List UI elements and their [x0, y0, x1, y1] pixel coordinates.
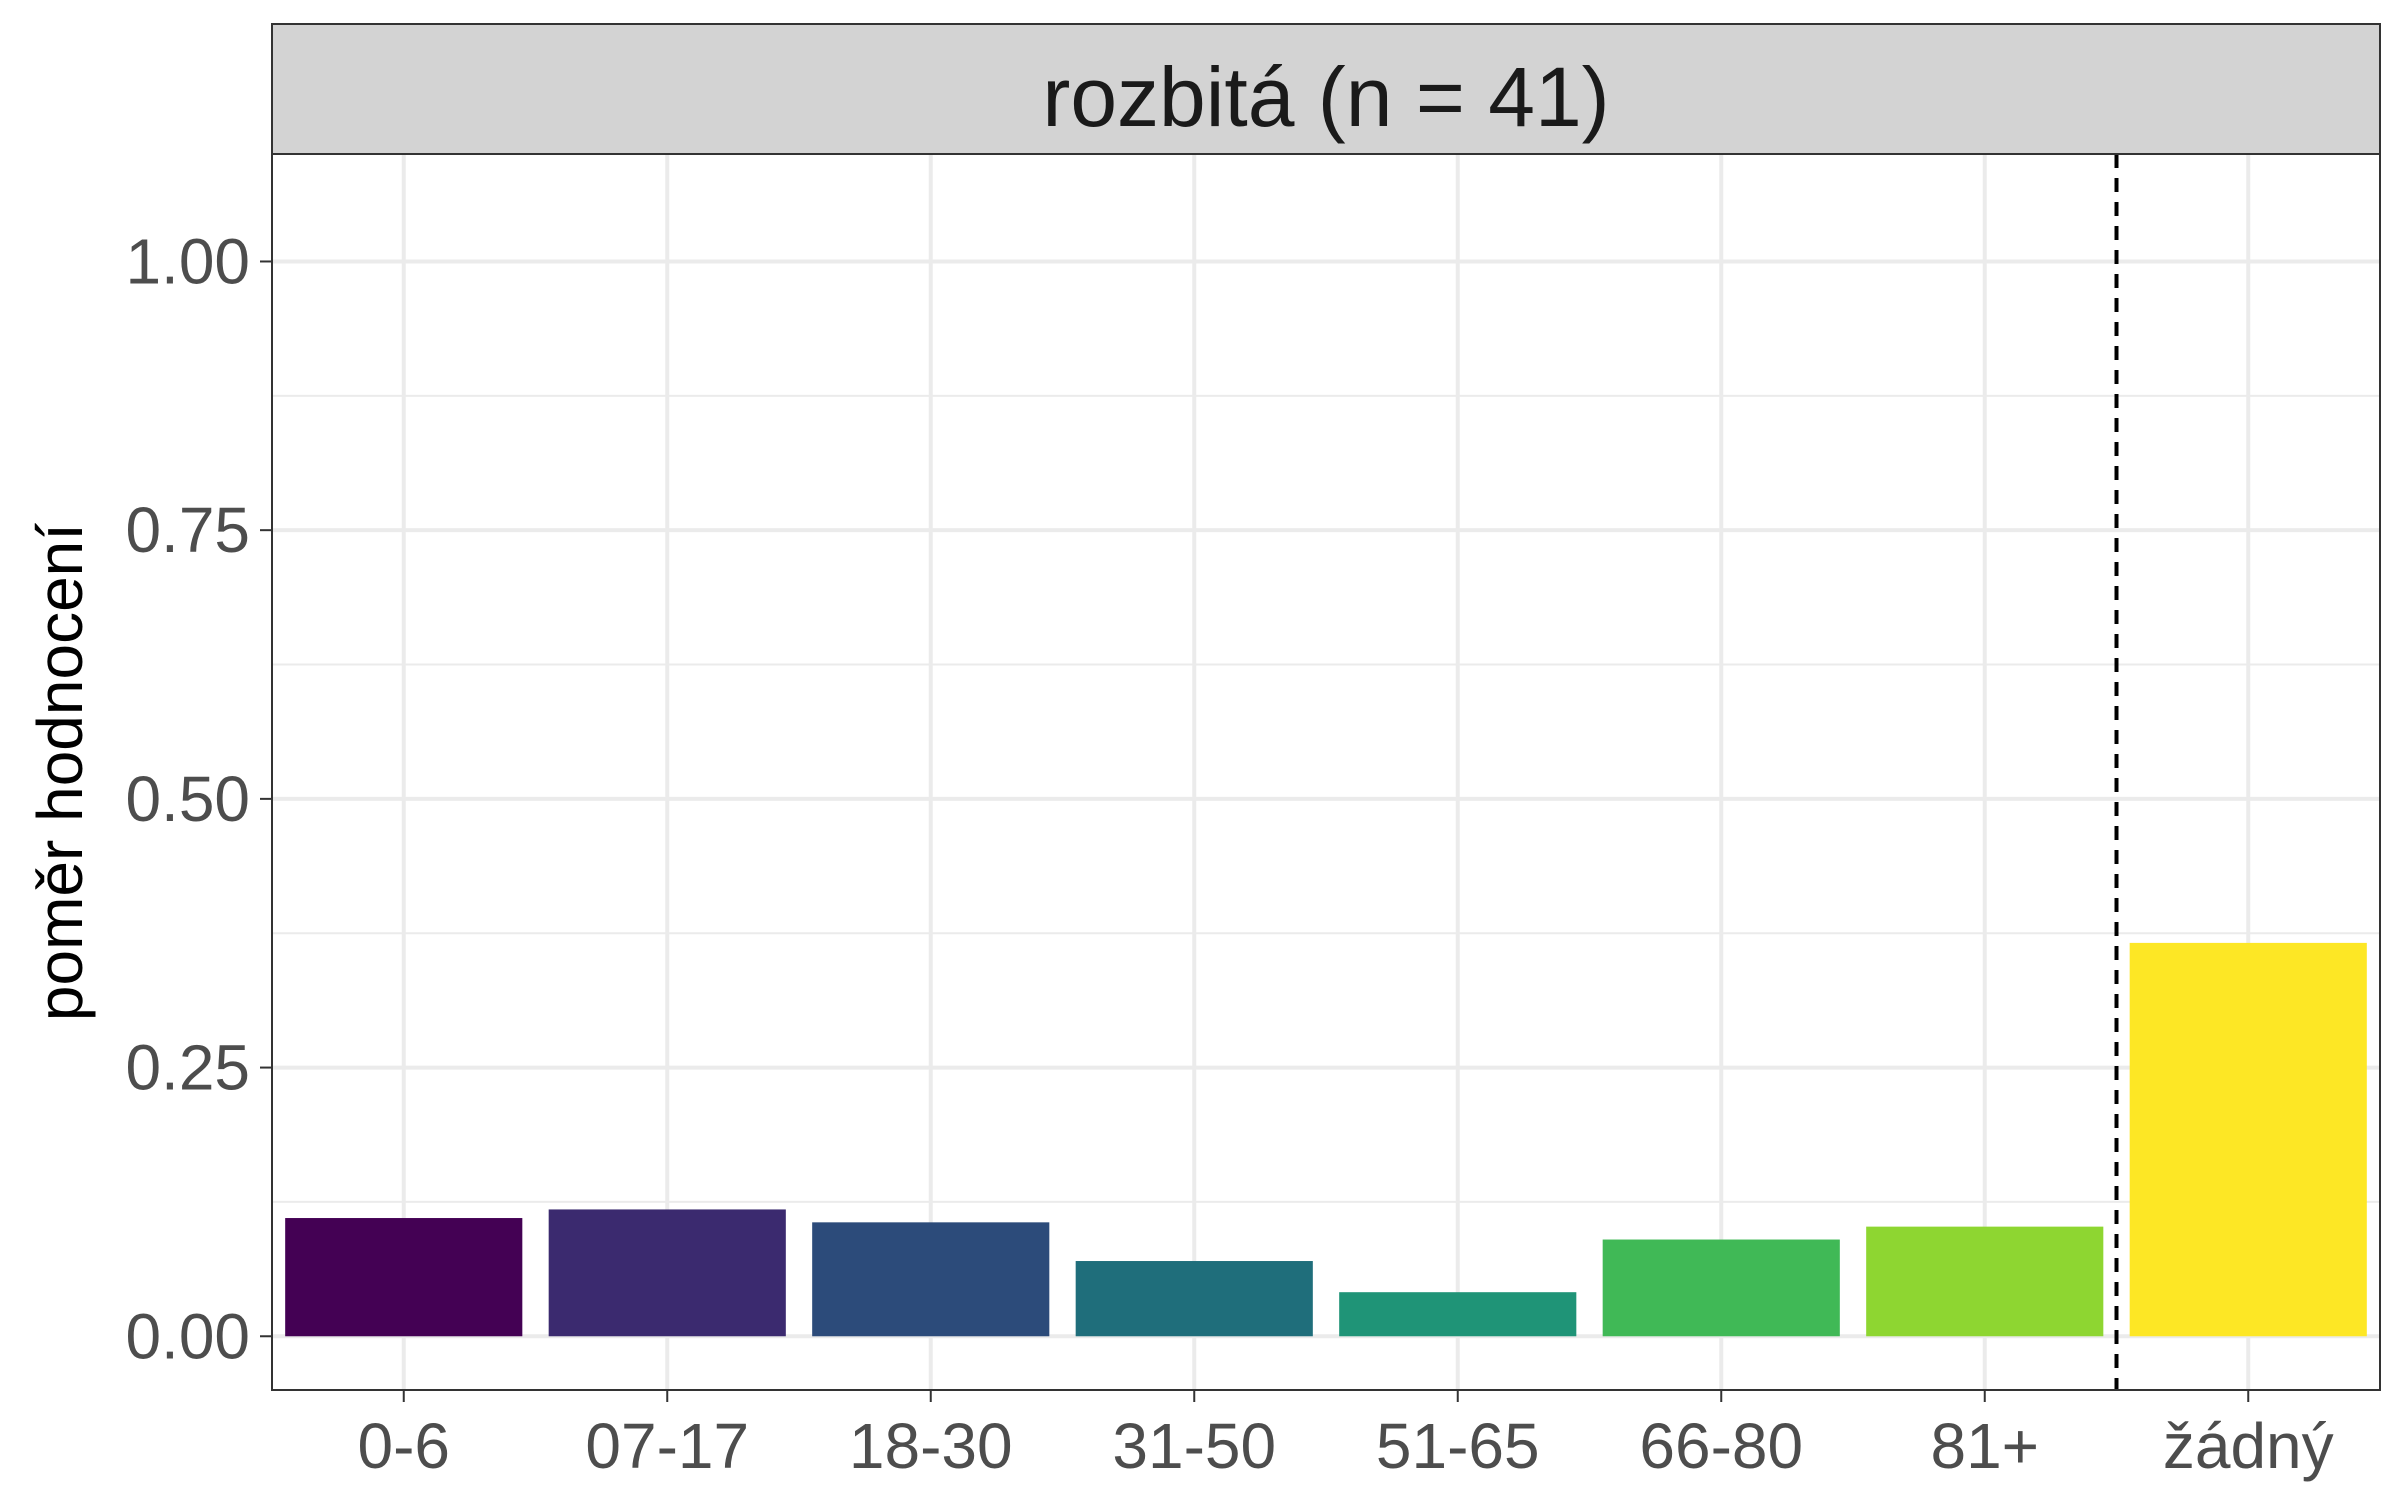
- bar-81+: [1866, 1226, 2104, 1337]
- bar-žádný: [2129, 942, 2367, 1337]
- y-tick-label: 0.75: [125, 494, 250, 566]
- x-tick-label: žádný: [2163, 1410, 2334, 1482]
- x-axis: 0-6 07-17 18-30 31-50 51-65 66-80 81+ žádný: [358, 1390, 2334, 1482]
- y-tick-label: 1.00: [125, 225, 250, 297]
- bar-31-50: [1075, 1261, 1313, 1337]
- y-tick-label: 0.25: [125, 1032, 250, 1104]
- y-axis-title: poměr hodnocení: [24, 523, 96, 1021]
- bar-51-65: [1339, 1292, 1577, 1337]
- facet-title: rozbitá (n = 41): [1042, 50, 1609, 144]
- bars-group: [285, 942, 2367, 1337]
- x-tick-label: 18-30: [849, 1410, 1013, 1482]
- x-tick-label: 51-65: [1376, 1410, 1540, 1482]
- y-tick-label: 0.00: [125, 1300, 250, 1372]
- x-tick-label: 31-50: [1112, 1410, 1276, 1482]
- plot-background: [272, 154, 2380, 1390]
- bar-18-30: [812, 1222, 1050, 1337]
- x-tick-label: 0-6: [358, 1410, 451, 1482]
- y-tick-label: 0.50: [125, 763, 250, 835]
- bar-07-17: [548, 1209, 786, 1337]
- y-axis: 0.00 0.25 0.50 0.75 1.00: [125, 225, 272, 1372]
- grid-minor-lines: [272, 394, 2380, 1203]
- bar-66-80: [1602, 1239, 1840, 1337]
- x-tick-label: 66-80: [1639, 1410, 1803, 1482]
- x-tick-label: 81+: [1930, 1410, 2039, 1482]
- x-tick-label: 07-17: [585, 1410, 749, 1482]
- bar-0-6: [285, 1218, 523, 1337]
- facet-strip: [271, 23, 2381, 155]
